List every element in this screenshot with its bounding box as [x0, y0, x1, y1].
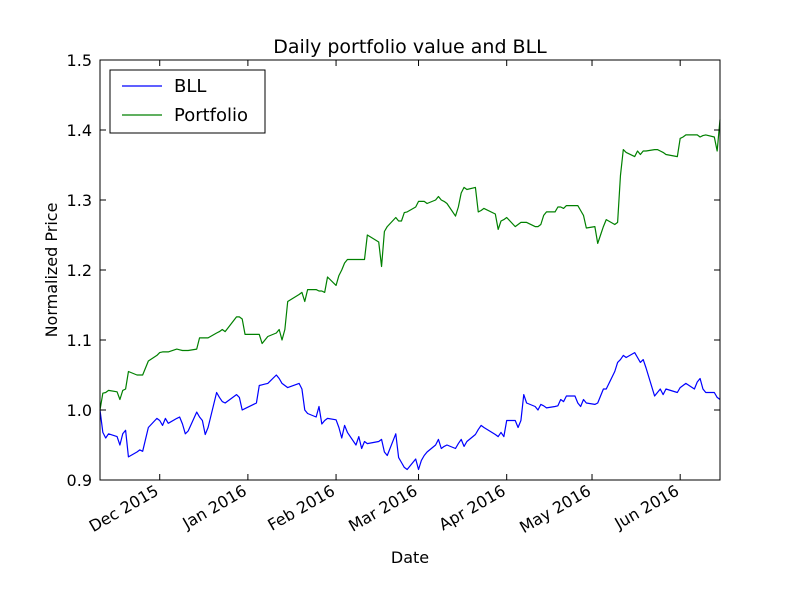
- y-tick-label: 0.9: [67, 471, 92, 490]
- y-tick-label: 1.5: [67, 51, 92, 70]
- series-line-portfolio: [99, 119, 721, 411]
- y-tick-label: 1.3: [67, 191, 92, 210]
- legend-label-bll: BLL: [174, 76, 206, 97]
- chart-title: Daily portfolio value and BLL: [273, 36, 547, 58]
- legend-label-portfolio: Portfolio: [174, 105, 248, 126]
- series-line-bll: [99, 352, 721, 471]
- y-tick-label: 1.0: [67, 401, 92, 420]
- y-tick-label: 1.2: [67, 261, 92, 280]
- y-tick-label: 1.4: [67, 121, 92, 140]
- x-axis-label: Date: [391, 548, 429, 567]
- y-tick-label: 1.1: [67, 331, 92, 350]
- series-layer: [99, 119, 721, 471]
- y-axis-label: Normalized Price: [42, 203, 61, 338]
- legend-box: [109, 69, 266, 134]
- legend: BLL Portfolio: [109, 69, 266, 134]
